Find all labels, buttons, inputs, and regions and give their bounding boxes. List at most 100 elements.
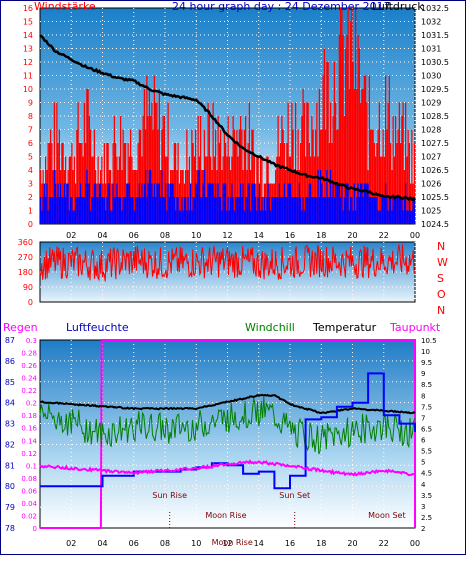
pressure-tick-label: 1030.5 (421, 58, 449, 67)
x-tick-label: 04 (97, 539, 107, 548)
x-tick-label: 08 (160, 231, 170, 240)
humidity-tick-label: 79 (5, 503, 15, 512)
x-tick-label: 14 (254, 231, 264, 240)
temperature-tick-label: 4.5 (421, 470, 432, 478)
temperature-tick-label: 7 (421, 414, 425, 422)
dewpoint-label: Taupunkt (389, 321, 441, 334)
humidity-tick-label: 86 (5, 357, 15, 366)
temperature-tick-label: 10 (421, 348, 430, 356)
rain-tick-label: 0.2 (26, 400, 37, 408)
wind-direction-line (39, 243, 416, 282)
rain-tick-label: 0.3 (26, 337, 37, 345)
temperature-tick-label: 2.5 (421, 514, 432, 522)
wind-tick-label: 2 (28, 193, 33, 202)
temperature-tick-label: 9.5 (421, 359, 432, 367)
direction-tick-label: 180 (18, 268, 33, 277)
wind-tick-label: 0 (28, 220, 33, 229)
windchill-line (39, 397, 416, 455)
wind-tick-label: 11 (23, 72, 33, 81)
rain-label: Regen (3, 321, 38, 334)
wind-tick-label: 8 (28, 112, 33, 121)
wind-tick-label: 4 (28, 166, 33, 175)
x-tick-label: 10 (191, 539, 201, 548)
temperature-tick-label: 6.5 (421, 425, 432, 433)
x-tick-label: 12 (222, 539, 232, 548)
x-tick-label: 12 (222, 231, 232, 240)
pressure-tick-label: 1030 (421, 72, 441, 81)
x-tick-label: 00 (410, 539, 420, 548)
pressure-tick-label: 1024.5 (421, 220, 449, 229)
astro-annotation: Sun Set (279, 491, 310, 500)
temperature-tick-label: 5.5 (421, 448, 432, 456)
humidity-label: Luftfeuchte (66, 321, 129, 334)
pressure-tick-label: 1031.5 (421, 31, 449, 40)
x-tick-label: 22 (379, 539, 389, 548)
rain-tick-label: 0.18 (21, 412, 37, 420)
x-tick-label: 06 (129, 539, 139, 548)
direction-tick-label: 270 (18, 253, 33, 262)
wind-tick-label: 3 (28, 180, 33, 189)
x-tick-label: 02 (66, 231, 76, 240)
pressure-tick-label: 1025 (421, 207, 441, 216)
pressure-tick-label: 1027 (421, 153, 441, 162)
temperature-tick-label: 6 (421, 437, 426, 445)
x-tick-label: 18 (316, 231, 326, 240)
chart-title: 24 hour graph day : 24 Dezember 2017 (172, 0, 391, 13)
x-tick-label: 16 (285, 539, 295, 548)
compass-label: N (437, 240, 445, 253)
temperature-tick-label: 8.5 (421, 381, 432, 389)
x-tick-label: 02 (66, 539, 76, 548)
wind-tick-label: 15 (23, 18, 33, 27)
humidity-tick-label: 84 (5, 399, 15, 408)
x-tick-label: 04 (97, 231, 107, 240)
temperature-tick-label: 2 (421, 525, 425, 533)
x-tick-label: 20 (347, 539, 357, 548)
pressure-line (39, 34, 416, 202)
humidity-tick-label: 82 (5, 440, 15, 449)
rain-tick-label: 0.12 (21, 450, 37, 458)
rain-tick-label: 0 (33, 525, 37, 533)
wind-tick-label: 6 (28, 139, 33, 148)
x-tick-label: 22 (379, 231, 389, 240)
rain-tick-label: 0.24 (21, 375, 37, 383)
compass-label: O (437, 288, 446, 301)
humidity-tick-label: 85 (5, 378, 15, 387)
temperature-tick-label: 3 (421, 503, 425, 511)
wind-axis-title: Windstärke (34, 0, 96, 13)
pressure-tick-label: 1029.5 (421, 85, 449, 94)
astro-annotation: Sun Rise (152, 491, 187, 500)
rain-tick-label: 0.06 (21, 487, 37, 495)
x-tick-label: 16 (285, 231, 295, 240)
astro-annotation: Moon Set (368, 511, 405, 520)
humidity-tick-label: 87 (5, 336, 15, 345)
pressure-axis-title: Luftdruck (372, 0, 424, 13)
rain-tick-label: 0.28 (21, 350, 37, 358)
wind-tick-label: 1 (28, 207, 33, 216)
pressure-tick-label: 1031 (421, 45, 441, 54)
temperature-tick-label: 3.5 (421, 492, 432, 500)
rain-tick-label: 0.1 (26, 462, 37, 470)
x-tick-label: 06 (129, 231, 139, 240)
direction-tick-label: 360 (18, 238, 33, 247)
compass-label: W (437, 256, 448, 269)
pressure-tick-label: 1028.5 (421, 112, 449, 121)
rain-tick-label: 0.14 (21, 437, 37, 445)
x-tick-label: 18 (316, 539, 326, 548)
compass-label: S (437, 272, 444, 285)
rain-tick-label: 0.02 (21, 512, 37, 520)
temperature-tick-label: 8 (421, 392, 425, 400)
wind-tick-label: 14 (23, 31, 33, 40)
compass-label: N (437, 304, 445, 317)
pressure-tick-label: 1032 (421, 18, 441, 27)
astro-annotation: Moon Rise (212, 538, 253, 547)
temperature-tick-label: 7.5 (421, 403, 432, 411)
temperature-label: Temperatur (312, 321, 377, 334)
pressure-tick-label: 1027.5 (421, 139, 449, 148)
humidity-tick-label: 81 (5, 461, 15, 470)
rain-tick-label: 0.04 (21, 500, 37, 508)
wind-tick-label: 7 (28, 126, 33, 135)
wind-tick-label: 12 (23, 58, 33, 67)
temperature-tick-label: 10.5 (421, 337, 437, 345)
temperature-tick-label: 5 (421, 459, 425, 467)
